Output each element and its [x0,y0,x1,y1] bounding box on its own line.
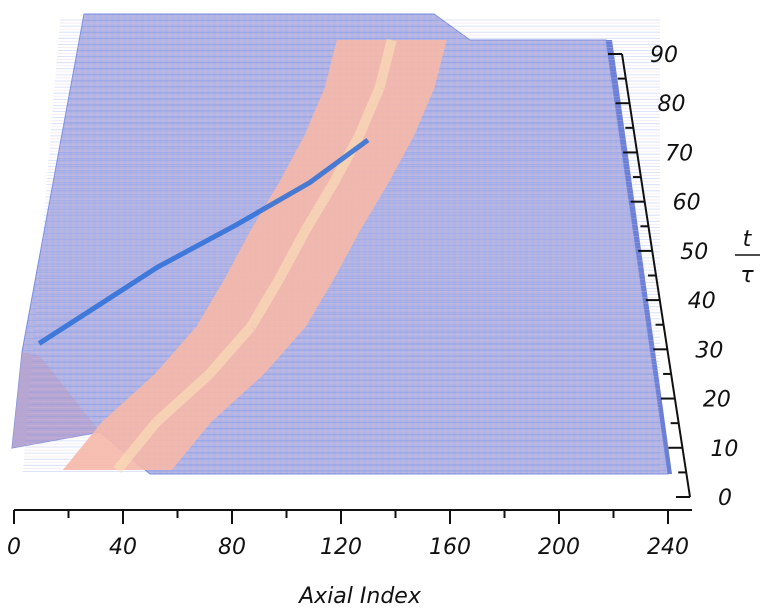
x-tick-label: 160 [429,535,471,560]
surface-left-ledge [12,352,100,448]
x-tick-label: 40 [109,535,137,560]
front-band-highlight [274,228,310,282]
y-tick-label: 70 [665,141,693,166]
y-tick-label: 90 [650,43,678,68]
x-tick-label: 200 [538,535,580,560]
x-axis-title: Axial Index [297,584,422,609]
y-tick-label: 50 [680,240,708,265]
y-tick-label: 80 [658,92,686,117]
y-axis-title: t τ [735,227,760,288]
front-band-highlight [374,38,397,90]
front-band-highlight [205,323,255,378]
x-tick-label: 240 [647,535,689,560]
y-tick-label: 20 [703,388,731,413]
y-tick-label: 60 [673,191,701,216]
y-axis-title-numerator: t [743,227,753,252]
bright-band-line [37,137,370,346]
surface-right-wall [606,40,672,474]
x-tick-label: 80 [218,535,246,560]
front-band-highlight [300,180,338,234]
x-tick-label: 0 [7,535,21,560]
x-ticks: 0 40 80 120 160 200 240 [7,510,689,560]
x-tick-label: 120 [320,535,362,560]
y-tick-label: 40 [688,289,716,314]
front-band-highlight [113,419,161,474]
y-ticks: 0 10 20 30 40 50 60 70 80 90 [608,43,738,511]
front-band-highlight [246,276,284,330]
y-tick-label: 30 [695,338,723,363]
front-band-highlight [152,370,213,426]
front-band-highlight [354,85,385,138]
bright-band [37,137,370,346]
y-tick-label: 0 [718,486,732,511]
front-band [62,38,447,474]
front-band-highlight [329,133,364,186]
y-axis-title-denominator: τ [740,263,754,288]
y-tick-label: 10 [710,437,738,462]
